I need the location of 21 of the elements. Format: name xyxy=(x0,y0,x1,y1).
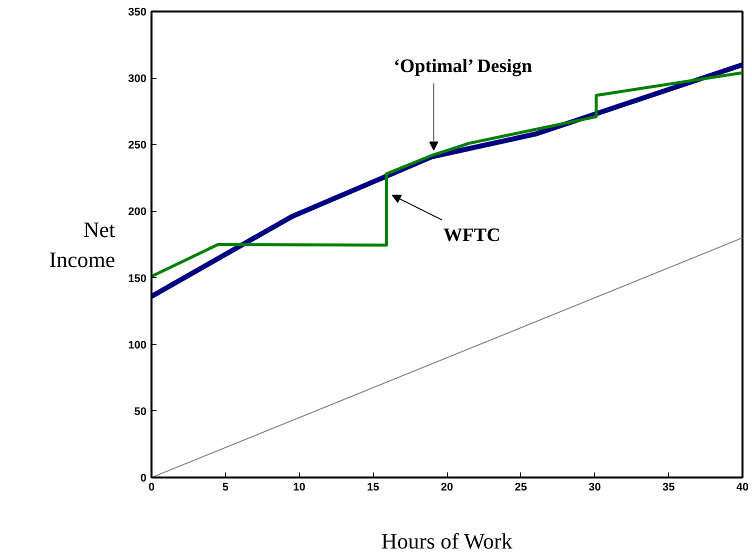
x-tick-label: 40 xyxy=(736,482,749,494)
x-tick-label: 15 xyxy=(367,482,380,494)
x-tick-label: 5 xyxy=(222,482,228,494)
y-tick-label: 300 xyxy=(128,73,147,86)
y-tick-label: 0 xyxy=(140,472,147,484)
x-tick-label: 0 xyxy=(148,482,155,494)
y-tick-label: 200 xyxy=(128,206,147,218)
y-tick-label: 250 xyxy=(128,140,147,152)
y-tick-label: 350 xyxy=(128,6,147,18)
x-axis-title: Hours of Work xyxy=(381,528,512,554)
y-tick-label: 100 xyxy=(128,339,147,352)
x-tick-label: 10 xyxy=(293,482,306,494)
annotation: WFTC xyxy=(443,224,500,246)
x-tick-label: 20 xyxy=(440,482,454,494)
x-tick-label: 35 xyxy=(662,482,675,494)
y-axis-title: Net Income xyxy=(49,217,116,272)
x-tick-label: 30 xyxy=(588,482,601,494)
annotation: ‘Optimal’ Design xyxy=(394,56,532,77)
x-tick-label: 25 xyxy=(514,482,528,494)
y-tick-label: 150 xyxy=(128,272,147,285)
y-tick-label: 50 xyxy=(134,406,147,418)
